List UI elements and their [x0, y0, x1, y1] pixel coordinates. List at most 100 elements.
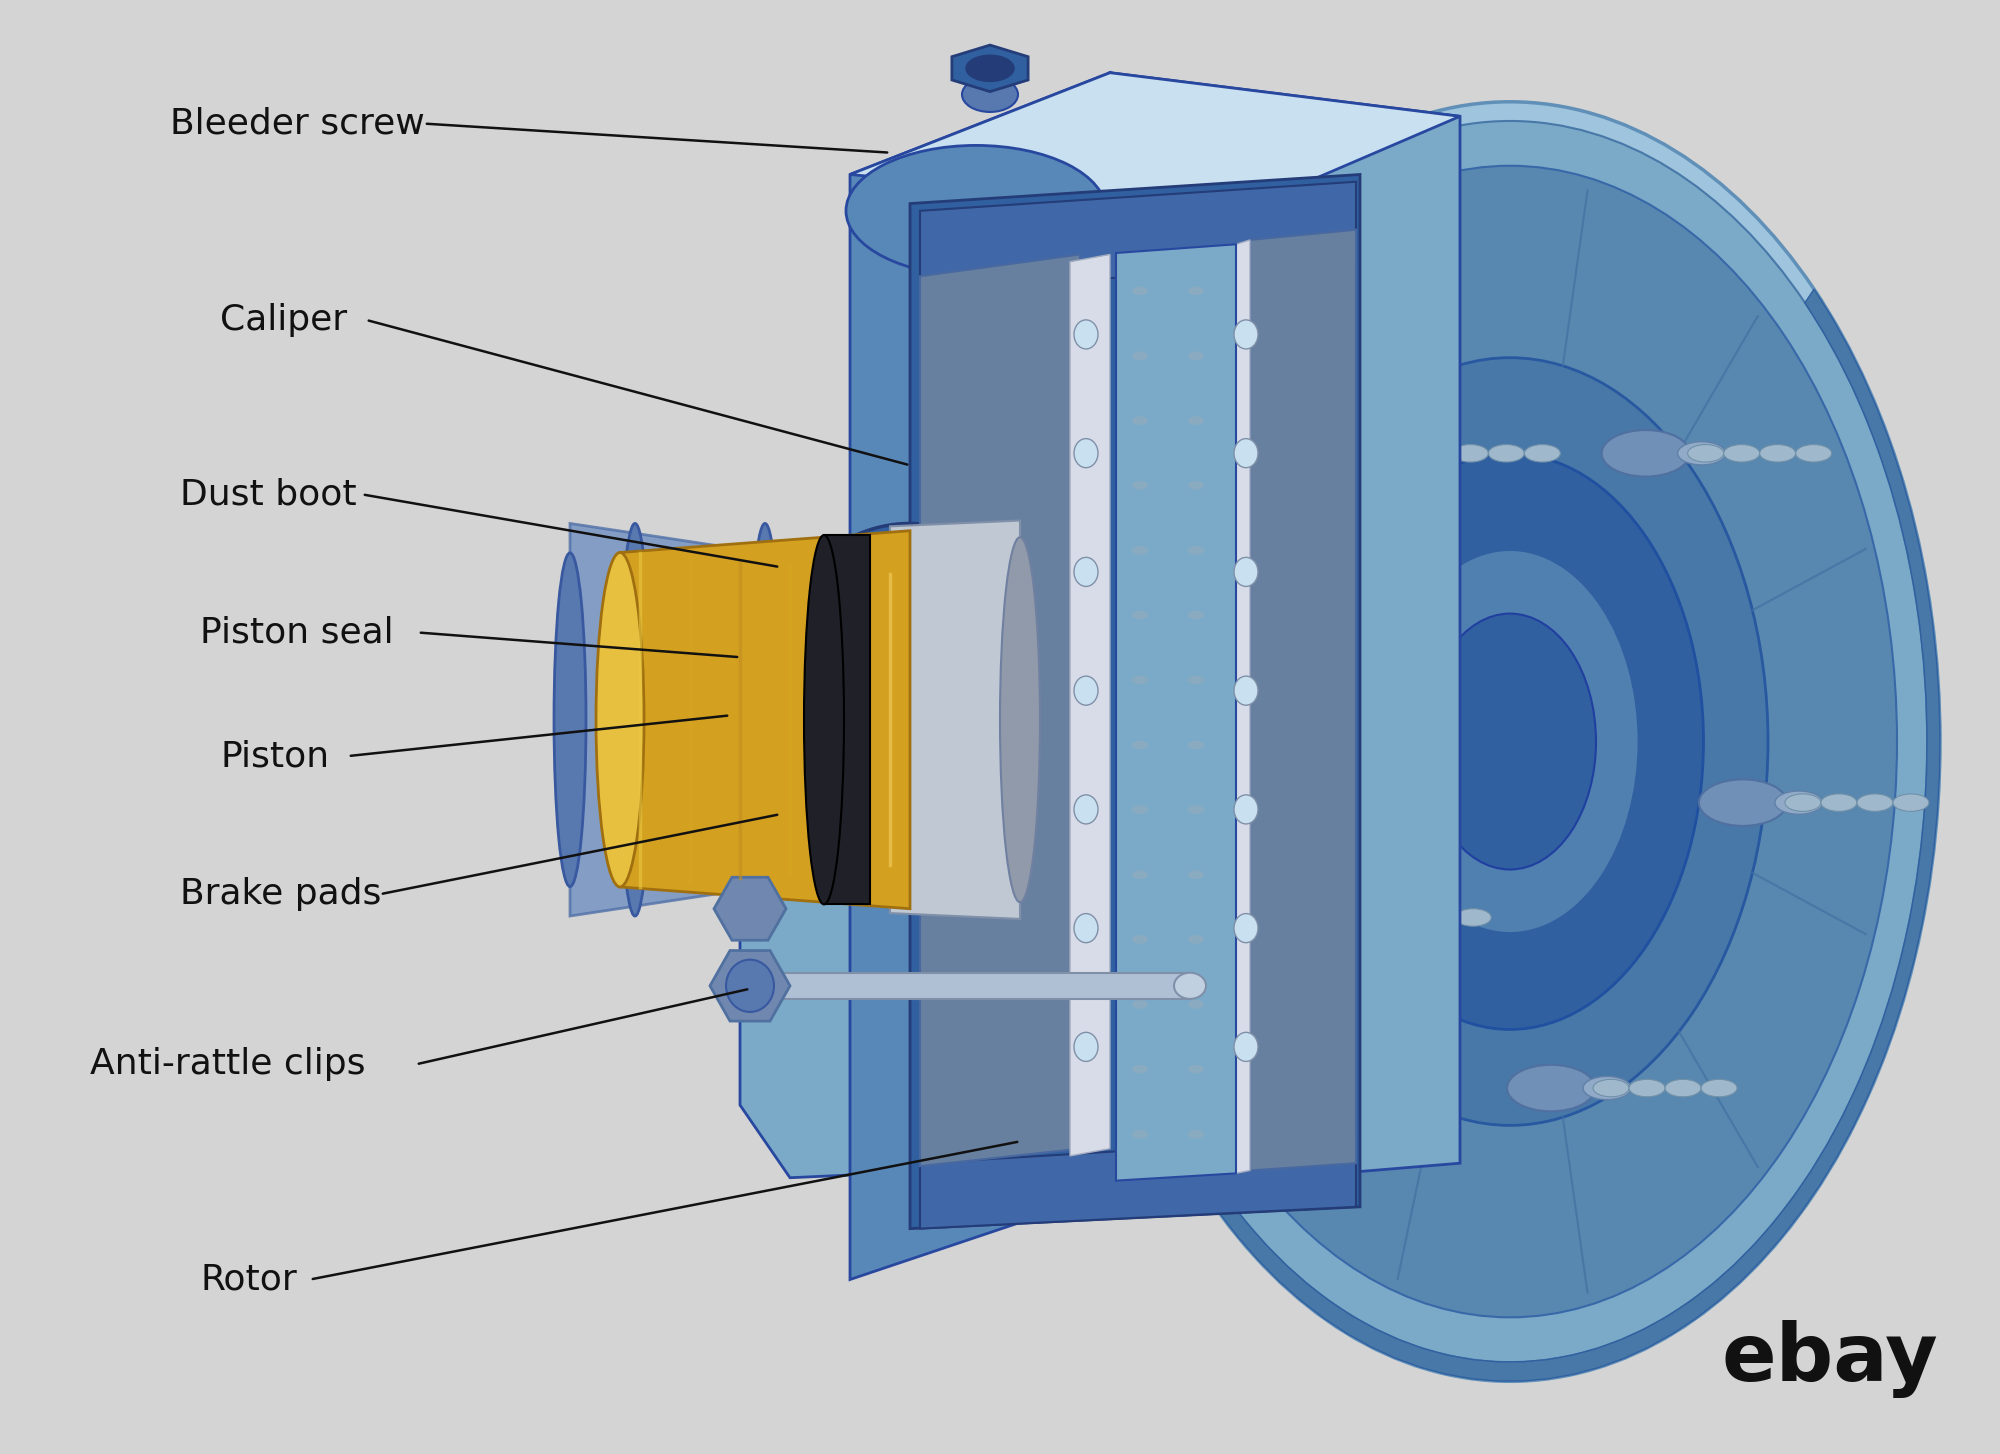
Polygon shape [770, 973, 1190, 999]
Ellipse shape [1234, 557, 1258, 586]
Polygon shape [1116, 244, 1236, 1181]
Ellipse shape [1416, 445, 1452, 462]
Polygon shape [1080, 289, 1940, 1381]
Ellipse shape [1698, 779, 1786, 826]
Text: ebay: ebay [1722, 1320, 1938, 1399]
Text: Brake pads: Brake pads [180, 877, 382, 912]
Ellipse shape [1132, 935, 1148, 944]
Polygon shape [1236, 240, 1250, 1173]
Ellipse shape [1188, 611, 1204, 619]
Ellipse shape [1688, 445, 1724, 462]
Ellipse shape [1132, 416, 1148, 425]
Ellipse shape [1074, 795, 1098, 824]
Ellipse shape [1132, 676, 1148, 685]
Ellipse shape [1384, 909, 1420, 926]
Ellipse shape [966, 55, 1014, 81]
Ellipse shape [1488, 445, 1524, 462]
Ellipse shape [1234, 676, 1258, 705]
Ellipse shape [1074, 913, 1098, 942]
Polygon shape [714, 877, 786, 941]
Ellipse shape [1508, 1064, 1596, 1111]
Ellipse shape [1456, 909, 1492, 926]
Ellipse shape [726, 960, 774, 1012]
Ellipse shape [1174, 973, 1206, 999]
Ellipse shape [1132, 1000, 1148, 1009]
Ellipse shape [1760, 445, 1796, 462]
Ellipse shape [1234, 795, 1258, 824]
Ellipse shape [1784, 794, 1820, 811]
Ellipse shape [1234, 439, 1258, 468]
Polygon shape [1110, 73, 1460, 1192]
Ellipse shape [1188, 481, 1204, 490]
Ellipse shape [1316, 454, 1704, 1029]
Ellipse shape [1452, 445, 1488, 462]
Ellipse shape [1132, 352, 1148, 361]
Ellipse shape [1892, 794, 1928, 811]
Ellipse shape [1188, 416, 1204, 425]
Polygon shape [920, 254, 1080, 1166]
Polygon shape [920, 1137, 1356, 1229]
Ellipse shape [1188, 545, 1204, 554]
Ellipse shape [804, 535, 844, 904]
Polygon shape [850, 73, 1460, 211]
Polygon shape [1250, 230, 1356, 1170]
Ellipse shape [1092, 121, 1928, 1362]
Ellipse shape [1380, 550, 1640, 933]
Ellipse shape [1124, 166, 1896, 1317]
Ellipse shape [1702, 1079, 1738, 1096]
Ellipse shape [684, 553, 716, 887]
Ellipse shape [1132, 286, 1148, 295]
Ellipse shape [1188, 1000, 1204, 1009]
Ellipse shape [1188, 676, 1204, 685]
Ellipse shape [1234, 913, 1258, 942]
Text: Anti-rattle clips: Anti-rattle clips [90, 1047, 366, 1082]
Ellipse shape [1132, 871, 1148, 880]
Ellipse shape [1132, 740, 1148, 749]
Ellipse shape [1584, 1076, 1632, 1099]
Ellipse shape [1594, 1079, 1630, 1096]
Ellipse shape [1666, 1079, 1702, 1096]
Ellipse shape [1074, 557, 1098, 586]
Ellipse shape [1000, 538, 1040, 901]
Polygon shape [740, 807, 1110, 1178]
Ellipse shape [1132, 1130, 1148, 1138]
Polygon shape [910, 174, 1360, 1229]
Ellipse shape [1774, 791, 1822, 814]
Ellipse shape [1188, 871, 1204, 880]
Ellipse shape [1630, 1079, 1666, 1096]
Ellipse shape [1074, 439, 1098, 468]
Ellipse shape [1524, 445, 1560, 462]
Ellipse shape [554, 553, 586, 887]
Ellipse shape [1724, 445, 1760, 462]
Polygon shape [710, 951, 790, 1021]
Ellipse shape [1796, 445, 1832, 462]
Text: Rotor: Rotor [200, 1262, 296, 1297]
Ellipse shape [1338, 906, 1386, 929]
Ellipse shape [596, 553, 644, 887]
Ellipse shape [1252, 358, 1768, 1125]
Polygon shape [824, 535, 870, 904]
Ellipse shape [1678, 442, 1726, 465]
Ellipse shape [1820, 794, 1856, 811]
Ellipse shape [1080, 102, 1940, 1381]
Ellipse shape [1188, 935, 1204, 944]
Ellipse shape [1234, 1032, 1258, 1061]
Text: Piston: Piston [220, 739, 330, 774]
Text: Piston seal: Piston seal [200, 615, 394, 650]
Polygon shape [620, 531, 910, 909]
Ellipse shape [1132, 481, 1148, 490]
Ellipse shape [1234, 320, 1258, 349]
Text: Bleeder screw: Bleeder screw [170, 106, 424, 141]
Ellipse shape [1132, 1064, 1148, 1073]
Ellipse shape [1074, 320, 1098, 349]
Ellipse shape [1856, 794, 1892, 811]
Ellipse shape [1074, 676, 1098, 705]
Ellipse shape [1188, 352, 1204, 361]
Polygon shape [920, 182, 1356, 291]
Ellipse shape [1074, 1032, 1098, 1061]
Ellipse shape [1188, 740, 1204, 749]
Text: Caliper: Caliper [220, 302, 348, 337]
Polygon shape [1070, 254, 1110, 1156]
Polygon shape [890, 521, 1020, 919]
Ellipse shape [1132, 806, 1148, 814]
